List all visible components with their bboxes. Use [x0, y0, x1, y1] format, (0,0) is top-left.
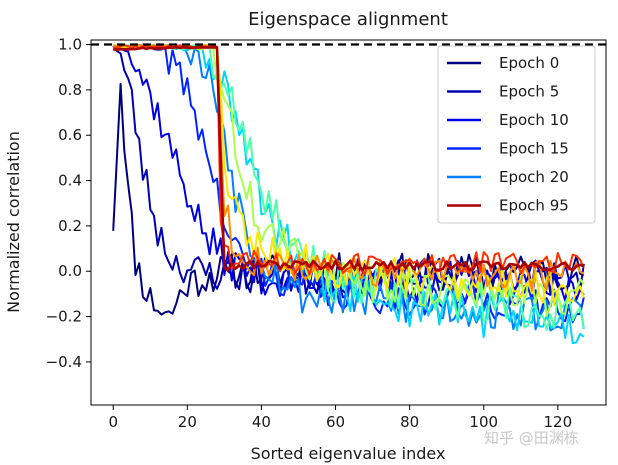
legend-label: Epoch 5 [499, 83, 559, 101]
x-tick-label: 60 [326, 413, 345, 431]
y-tick-label: 0.8 [58, 81, 82, 99]
x-tick-label: 20 [178, 413, 197, 431]
x-tick-label: 40 [252, 413, 271, 431]
y-tick-label: −0.2 [46, 308, 82, 326]
legend-label: Epoch 0 [499, 54, 559, 72]
y-tick-label: 0.0 [58, 262, 82, 280]
series-line-11 [113, 45, 585, 272]
y-tick-label: 0.2 [58, 217, 82, 235]
legend-label: Epoch 15 [499, 140, 569, 158]
legend-label: Epoch 10 [499, 111, 569, 129]
series-line-4 [112, 43, 585, 332]
x-axis: 0 20 40 60 80 100 120 [108, 405, 572, 431]
x-tick-label: 80 [400, 413, 419, 431]
plot-area [90, 39, 607, 406]
y-tick-label: −0.4 [46, 353, 82, 371]
watermark: 知乎 @田渊栋 [484, 429, 579, 447]
series-layer [112, 43, 585, 345]
y-tick-label: 1.0 [58, 36, 82, 54]
plot-frame [90, 39, 607, 406]
x-tick-label: 120 [544, 413, 573, 431]
legend: Epoch 0 Epoch 5 Epoch 10 Epoch 15 Epoch 20 Ep… [437, 45, 596, 224]
x-tick-label: 100 [469, 413, 498, 431]
y-axis: −0.4 −0.2 0.0 0.2 0.4 0.6 0.8 1.0 [46, 36, 91, 371]
legend-label: Epoch 20 [499, 168, 569, 186]
y-tick-label: 0.6 [58, 126, 82, 144]
y-tick-label: 0.4 [58, 172, 82, 190]
legend-label: Epoch 95 [499, 197, 569, 215]
chart-title: Eigenspace alignment [248, 9, 448, 30]
x-axis-label: Sorted eigenvalue index [251, 444, 446, 463]
y-axis-label: Normalized correlation [4, 131, 23, 313]
x-tick-label: 0 [108, 413, 118, 431]
